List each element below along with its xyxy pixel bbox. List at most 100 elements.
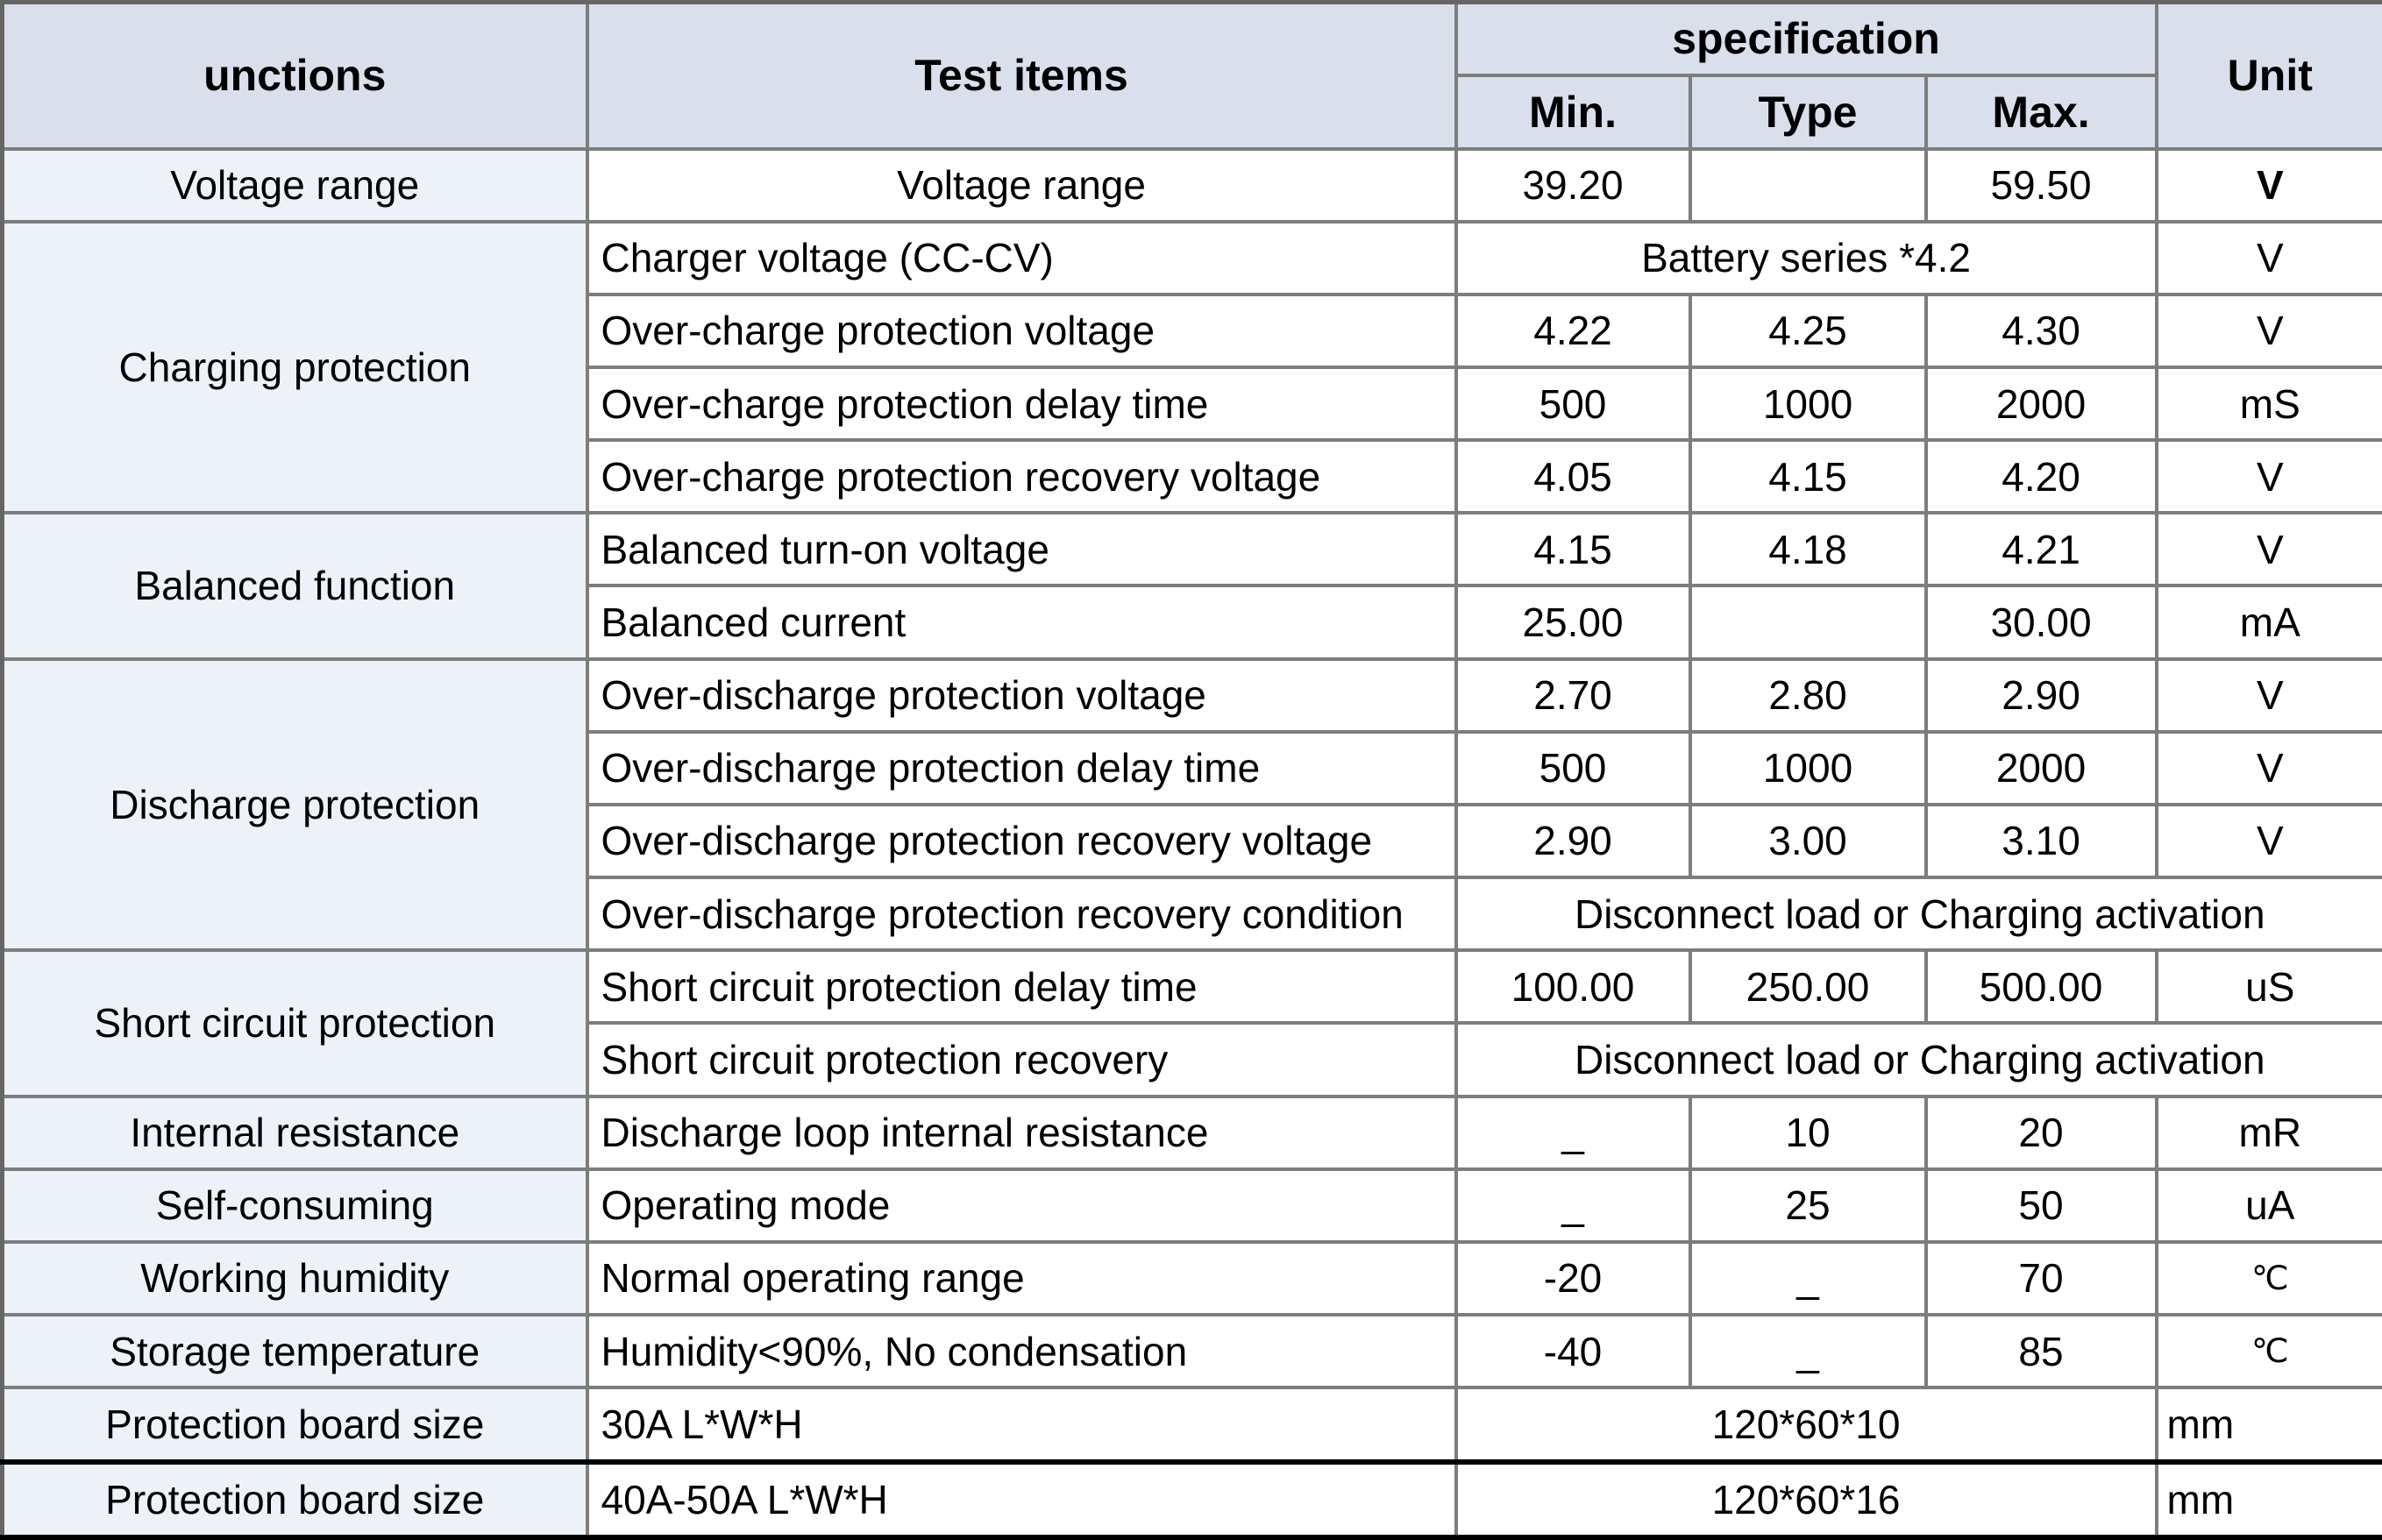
value-cell: Disconnect load or Charging activation [1454,1021,2382,1098]
header-max: Max. [1923,73,2158,151]
table-row: Over-charge protection delay time 500 1000… [3,365,2382,443]
value-cell: _ [1454,1167,1692,1244]
value-cell: 120*60*10 [1454,1386,2158,1464]
value-cell [1688,146,1928,224]
test-item-cell: Over-charge protection voltage [585,292,1458,369]
value-cell: 500.00 [1923,948,2158,1025]
test-item-cell: 30A L*W*H [585,1386,1458,1464]
test-item-cell: Short circuit protection recovery [585,1021,1458,1098]
value-cell: 3.00 [1688,802,1928,880]
value-cell [1688,584,1928,661]
test-item-cell: Normal operating range [585,1239,1458,1317]
header-test-items: Test items [585,0,1458,151]
header-subrow: Min. Type Max. [3,73,2382,151]
table-row: Working humidity Normal operating range -2… [0,1239,2382,1317]
value-cell: 2.70 [1454,656,1692,734]
unit-cell: mR [2154,1094,2382,1171]
value-cell: _ [1454,1094,1692,1171]
value-cell: 30.00 [1923,584,2158,661]
table-body: Voltage range Voltage range 39.20 59.50 V Cha… [0,146,2382,1540]
test-item-cell: Charger voltage (CC-CV) [585,219,1458,296]
test-item-cell: Over-discharge protection voltage [585,656,1458,734]
test-item-cell: Discharge loop internal resistance [585,1094,1458,1171]
value-cell: 250.00 [1688,948,1928,1025]
value-cell: 4.15 [1454,511,1692,588]
value-cell: 500 [1454,729,1692,806]
value-cell: 59.50 [1923,146,2158,224]
table-row: Internal resistance Discharge loop intern… [0,1094,2382,1171]
table-row: Over-discharge protection recovery volta… [3,802,2382,880]
value-cell: 10 [1688,1094,1928,1171]
header-functions: unctions [0,0,589,151]
value-cell: 1000 [1688,365,1928,443]
function-cell: Charging protection [0,219,589,515]
unit-cell: V [2154,219,2382,296]
value-cell: 2.80 [1688,656,1928,734]
value-cell: 4.21 [1923,511,2158,588]
table-row: Short circuit protection recovery Disconn… [3,1021,2382,1098]
test-item-cell: Short circuit protection delay time [585,948,1458,1025]
function-cell: Working humidity [0,1239,589,1317]
value-cell: 20 [1923,1094,2158,1171]
value-cell: Disconnect load or Charging activation [1454,876,2382,953]
test-item-cell: Over-discharge protection recovery condi… [585,876,1458,953]
value-cell: 50 [1923,1167,2158,1244]
value-cell: 70 [1923,1239,2158,1317]
function-cell: Protection board size [0,1386,589,1464]
unit-cell: mA [2154,584,2382,661]
value-cell: 4.22 [1454,292,1692,369]
function-cell: Balanced function [0,511,589,661]
function-cell: Storage temperature [0,1312,589,1390]
test-item-cell: Humidity<90%, No condensation [585,1312,1458,1390]
unit-cell: V [2154,438,2382,515]
table-row: Voltage range Voltage range 39.20 59.50 V [0,146,2382,224]
value-cell: 3.10 [1923,802,2158,880]
value-cell: 4.15 [1688,438,1928,515]
unit-cell: uS [2154,948,2382,1025]
test-item-cell: Over-discharge protection recovery volta… [585,802,1458,880]
function-cell: Internal resistance [0,1094,589,1171]
value-cell: 1000 [1688,729,1928,806]
unit-cell: uA [2154,1167,2382,1244]
value-cell: -40 [1454,1312,1692,1390]
unit-cell: mm [2154,1458,2382,1540]
test-item-cell: Over-charge protection recovery voltage [585,438,1458,515]
value-cell: 4.18 [1688,511,1928,588]
table-row: Over-charge protection recovery voltage 4… [3,438,2382,515]
value-cell: 4.20 [1923,438,2158,515]
value-cell: 2.90 [1454,802,1692,880]
unit-cell: V [2154,146,2382,224]
function-cell: Short circuit protection [0,948,589,1098]
function-cell: Self-consuming [0,1167,589,1244]
table-row: Over-discharge protection recovery condi… [3,876,2382,953]
test-item-cell: Voltage range [585,146,1458,224]
test-item-cell: Operating mode [585,1167,1458,1244]
test-item-cell: 40A-50A L*W*H [585,1458,1458,1540]
unit-cell: mS [2154,365,2382,443]
value-cell: _ [1688,1312,1928,1390]
table-row: Short circuit protection Short circuit pr… [0,948,2382,1098]
header-row: unctions Test items specification Unit [0,0,2382,151]
value-cell: Battery series *4.2 [1454,219,2158,296]
unit-cell: V [2154,802,2382,880]
header-type: Type [1688,73,1928,151]
value-cell: 120*60*16 [1454,1458,2158,1540]
table-row: Over-charge protection voltage 4.22 4.25 4.… [3,292,2382,369]
unit-cell: V [2154,511,2382,588]
table-row: Balanced function Balanced turn-on voltag… [0,511,2382,661]
value-cell: 4.05 [1454,438,1692,515]
unit-cell: V [2154,292,2382,369]
table-row: Protection board size 30A L*W*H 120*60*10 m… [0,1386,2382,1464]
value-cell: 4.25 [1688,292,1928,369]
value-cell: _ [1688,1239,1928,1317]
table-row: Protection board size 40A-50A L*W*H 120*60… [0,1458,2382,1540]
value-cell: 85 [1923,1312,2158,1390]
table-row: Storage temperature Humidity<90%, No cond… [0,1312,2382,1390]
table-row: Over-discharge protection delay time 500 1… [3,729,2382,806]
table-row: Charging protection Charger voltage (CC-C… [0,219,2382,515]
test-item-cell: Balanced turn-on voltage [585,511,1458,588]
table-header: unctions Test items specification Unit M… [0,0,2382,151]
header-min: Min. [1454,73,1692,151]
function-cell: Discharge protection [0,656,589,953]
